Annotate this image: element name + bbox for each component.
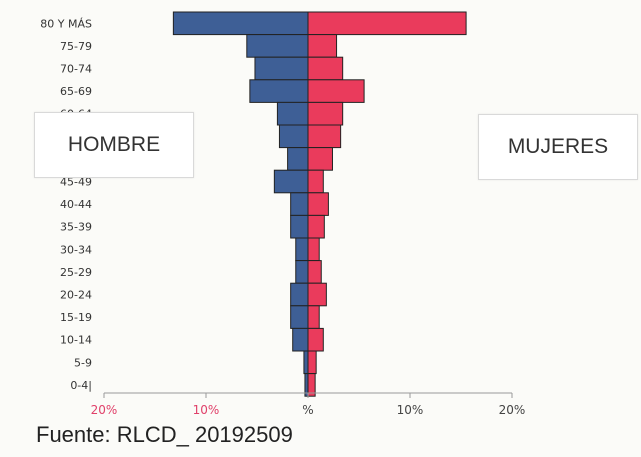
male-bar-6 [287, 147, 309, 171]
male-bar-10 [295, 237, 309, 262]
hombre-label-box: HOMBRE [34, 112, 194, 178]
female-bar-2 [307, 56, 344, 81]
female-bar-7 [307, 169, 324, 194]
male-bar-14 [292, 327, 309, 352]
age-label-1: 75-79 [60, 40, 92, 53]
age-label-9: 35-39 [60, 221, 92, 234]
x-tick-label-4: 20% [499, 403, 526, 417]
x-tick-label-0: 20% [91, 403, 118, 417]
age-label-10: 30-34 [60, 243, 92, 256]
male-bar-8 [290, 192, 309, 216]
x-axis-ticks: 20% 10%% 10% 20% [91, 393, 526, 417]
x-tick-label-3: 10% [397, 403, 424, 417]
male-bar-3 [249, 79, 309, 103]
male-bar-12 [290, 282, 309, 307]
female-bar-13 [307, 305, 320, 329]
age-label-7: 45-49 [60, 176, 92, 189]
male-bar-2 [254, 56, 309, 81]
age-label-8: 40-44 [60, 198, 92, 211]
female-bar-14 [307, 327, 324, 352]
male-bar-9 [290, 214, 309, 239]
female-bar-16 [307, 373, 316, 397]
age-group-labels: 80 Y MÁS75-7970-7465-6960-6455-5950-5445… [40, 17, 92, 392]
bars-group [172, 11, 467, 397]
age-label-11: 25-29 [60, 266, 92, 279]
male-bar-15 [303, 350, 309, 375]
female-bar-10 [307, 237, 320, 262]
age-label-14: 10-14 [60, 334, 92, 347]
age-label-16: 0-4| [70, 379, 92, 392]
female-bar-3 [307, 79, 365, 103]
age-label-12: 20-24 [60, 289, 92, 302]
male-bar-1 [246, 34, 309, 58]
x-tick-label-1: 10% [193, 403, 220, 417]
age-label-15: 5-9 [74, 356, 92, 369]
female-bar-4 [307, 101, 344, 126]
female-bar-11 [307, 260, 322, 284]
source-caption: Fuente: RLCD_ 20192509 [36, 422, 293, 447]
female-bar-9 [307, 214, 325, 239]
age-label-0: 80 Y MÁS [40, 17, 92, 30]
female-bar-0 [307, 11, 467, 36]
age-label-2: 70-74 [60, 63, 92, 76]
female-bar-8 [307, 192, 329, 216]
male-bar-7 [273, 169, 309, 194]
female-bar-5 [307, 124, 342, 149]
mujeres-label-box: MUJERES [478, 114, 638, 180]
female-bar-12 [307, 282, 327, 307]
male-bar-11 [295, 260, 309, 284]
male-bar-5 [278, 124, 309, 149]
female-bar-6 [307, 147, 333, 171]
age-label-13: 15-19 [60, 311, 92, 324]
female-bar-15 [307, 350, 317, 375]
male-bar-4 [276, 101, 309, 126]
female-bar-1 [307, 34, 338, 58]
x-tick-label-2: % [302, 403, 313, 417]
male-bar-13 [290, 305, 309, 329]
age-label-3: 65-69 [60, 85, 92, 98]
male-bar-0 [172, 11, 309, 36]
